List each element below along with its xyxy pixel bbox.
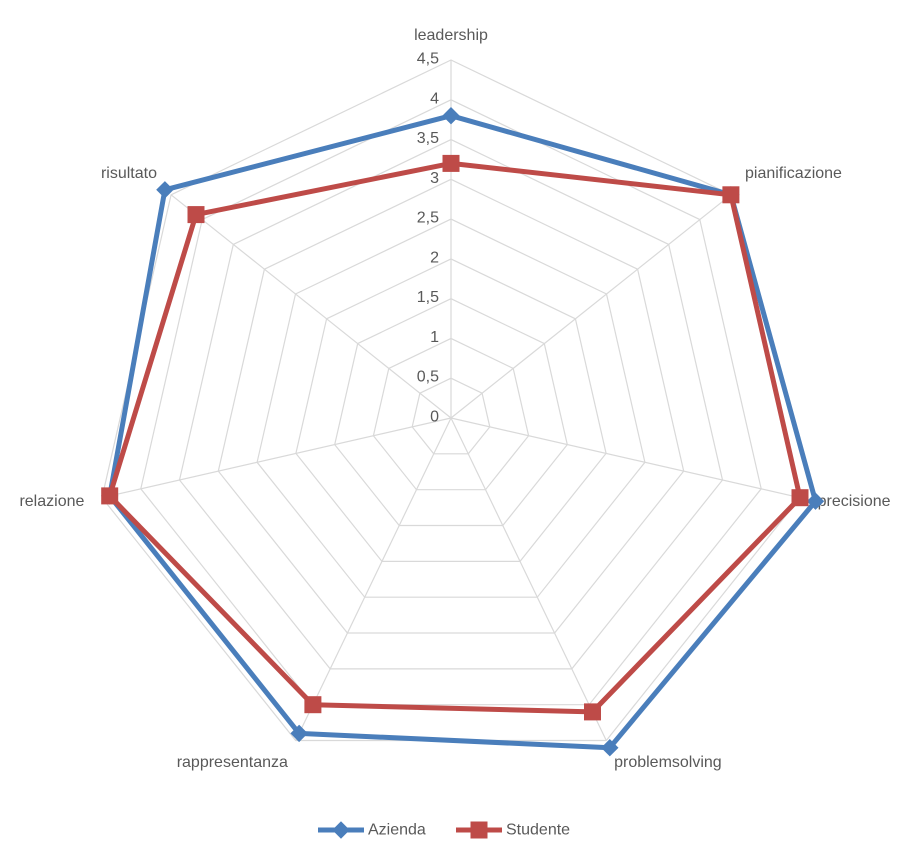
axis-spoke bbox=[170, 194, 452, 419]
axis-spoke bbox=[450, 417, 607, 741]
tick-label: 2,5 bbox=[417, 210, 439, 227]
legend-item: Studente bbox=[456, 821, 570, 839]
grid-ring bbox=[334, 298, 568, 527]
tick-label: 3,5 bbox=[417, 130, 439, 147]
grid-ring bbox=[411, 377, 491, 455]
data-point bbox=[601, 738, 619, 757]
grid-ring bbox=[217, 178, 685, 634]
data-point bbox=[722, 186, 740, 204]
tick-label: 1 bbox=[430, 329, 439, 346]
data-point bbox=[101, 487, 119, 505]
data-point bbox=[584, 703, 601, 721]
data-point bbox=[304, 696, 322, 714]
category-label: relazione bbox=[19, 493, 84, 510]
data-point bbox=[156, 181, 174, 199]
tick-label: 4 bbox=[430, 90, 439, 107]
category-label: problemsolving bbox=[614, 754, 722, 771]
category-label: precisione bbox=[818, 493, 891, 510]
axis-spoke bbox=[450, 194, 732, 419]
tick-label: 0 bbox=[430, 409, 439, 426]
data-point bbox=[442, 106, 460, 125]
grid-ring bbox=[256, 218, 646, 598]
category-label: risultato bbox=[101, 165, 157, 182]
legend-item: Azienda bbox=[318, 821, 426, 839]
tick-label: 0,5 bbox=[417, 369, 439, 386]
data-point bbox=[791, 489, 809, 507]
axis-spoke bbox=[295, 417, 452, 741]
data-point bbox=[442, 154, 460, 172]
category-label-layer: leadership pianificazione precisione proble… bbox=[19, 27, 890, 771]
data-point bbox=[806, 492, 825, 510]
category-label: leadership bbox=[414, 27, 488, 44]
series-line bbox=[107, 160, 803, 715]
data-point bbox=[187, 206, 205, 224]
grid-ring bbox=[140, 99, 762, 706]
tick-label-layer: 0 0,5 1 1,5 2 2,5 3 3,5 4 4,5 bbox=[417, 51, 439, 426]
series-azienda bbox=[100, 106, 825, 757]
axis-spoke bbox=[450, 417, 801, 499]
data-point bbox=[290, 724, 308, 743]
tick-label: 3 bbox=[430, 170, 439, 187]
grid-ring bbox=[178, 138, 724, 670]
grid-ring bbox=[372, 337, 530, 491]
legend-label: Azienda bbox=[368, 822, 426, 839]
series-studente bbox=[101, 154, 809, 721]
legend: Azienda Studente bbox=[318, 821, 570, 839]
legend-label: Studente bbox=[506, 822, 570, 839]
tick-label: 4,5 bbox=[417, 51, 439, 68]
category-label: rappresentanza bbox=[177, 754, 288, 771]
category-label: pianificazione bbox=[745, 165, 842, 182]
axis-spoke bbox=[101, 417, 452, 499]
legend-marker bbox=[470, 821, 488, 839]
legend-marker bbox=[332, 821, 350, 839]
tick-label: 2 bbox=[430, 249, 439, 266]
series-layer bbox=[100, 106, 825, 757]
tick-label: 1,5 bbox=[417, 289, 439, 306]
grid-ring bbox=[295, 258, 607, 563]
